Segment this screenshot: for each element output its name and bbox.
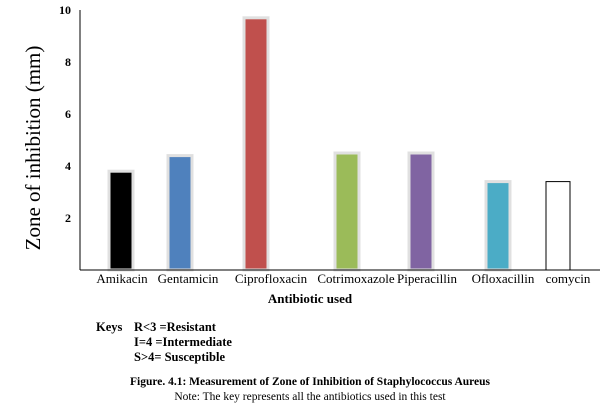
y-tick-label: 10 bbox=[59, 3, 71, 17]
bars-group bbox=[107, 16, 571, 272]
x-tick-label: Amikacin bbox=[96, 271, 148, 286]
y-tick-label: 8 bbox=[65, 55, 71, 69]
y-axis-title: Zone of inhibition (mm) bbox=[21, 46, 45, 251]
bar-cotrimoxazole bbox=[333, 151, 361, 272]
y-tick-label: 4 bbox=[65, 159, 71, 173]
key-resistant: R<3 =Resistant bbox=[134, 320, 216, 334]
x-labels-group: Amikacin Gentamicin Ciprofloxacin Cotrimoxa… bbox=[96, 271, 591, 286]
x-axis-title: Antibiotic used bbox=[267, 291, 353, 306]
x-tick-label: Ciprofloxacin bbox=[235, 271, 308, 286]
keys-legend: Keys R<3 =Resistant I=4 =Intermediate S>4… bbox=[96, 320, 232, 365]
x-tick-label: Piperacillin bbox=[397, 271, 457, 286]
x-tick-label: Ofloxacillin bbox=[472, 271, 535, 286]
bar-ofloxacillin bbox=[484, 180, 512, 272]
x-tick-label: comycin bbox=[546, 271, 591, 286]
bar-ciprofloxacin bbox=[242, 16, 270, 272]
bar-chart: 2 4 6 8 10 Amikacin Gentamicin Ciprofloxacin Co… bbox=[21, 3, 600, 286]
figure-note: Note: The key represents all the antibio… bbox=[174, 391, 446, 403]
y-tick-label: 6 bbox=[65, 107, 71, 121]
figure-caption: Figure. 4.1: Measurement of Zone of Inhi… bbox=[129, 376, 491, 388]
bar-amikacin bbox=[107, 169, 135, 272]
bar-comycin bbox=[545, 181, 571, 271]
keys-label: Keys bbox=[96, 320, 123, 334]
y-tick-label: 2 bbox=[65, 211, 71, 225]
bar-gentamicin bbox=[166, 154, 194, 272]
x-tick-label: Cotrimoxazole bbox=[317, 271, 394, 286]
bar-piperacillin bbox=[407, 151, 435, 272]
key-susceptible: S>4= Susceptible bbox=[134, 350, 225, 364]
y-ticks-group: 2 4 6 8 10 bbox=[59, 3, 71, 225]
key-intermediate: I=4 =Intermediate bbox=[134, 335, 232, 349]
x-tick-label: Gentamicin bbox=[158, 271, 219, 286]
